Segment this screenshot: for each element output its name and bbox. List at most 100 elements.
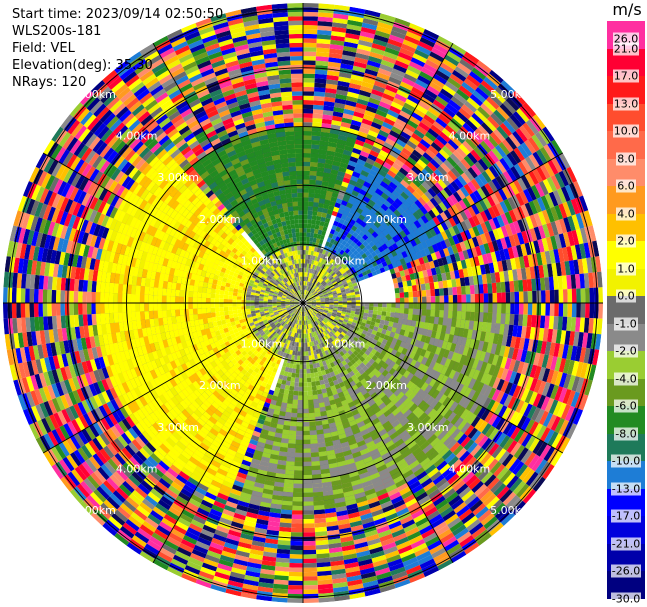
noise-gate xyxy=(529,326,536,340)
noise-gate xyxy=(506,168,517,182)
noise-gate xyxy=(500,225,509,238)
noise-gate xyxy=(279,522,292,528)
noise-gate xyxy=(321,118,332,125)
noise-gate xyxy=(450,180,461,192)
noise-gate xyxy=(396,507,410,517)
noise-gate xyxy=(377,105,390,114)
noise-gate xyxy=(500,356,508,369)
noise-gate xyxy=(447,473,460,485)
noise-gate xyxy=(246,566,261,574)
noise-gate xyxy=(589,303,595,319)
noise-gate xyxy=(248,553,263,561)
noise-gate xyxy=(408,169,419,179)
noise-gate xyxy=(384,47,400,56)
noise-gate xyxy=(303,518,315,524)
noise-gate xyxy=(408,136,420,146)
noise-gate xyxy=(460,220,469,232)
noise-gate xyxy=(523,291,528,303)
noise-gate xyxy=(488,150,500,163)
noise-gate xyxy=(337,518,350,526)
noise-gate xyxy=(554,234,562,249)
noise-gate xyxy=(508,383,518,397)
noise-gate xyxy=(360,122,371,131)
noise-gate xyxy=(530,407,541,422)
noise-gate xyxy=(570,245,578,261)
noise-gate xyxy=(593,287,599,303)
noise-gate xyxy=(401,43,417,54)
noise-gate xyxy=(525,156,537,171)
noise-gate xyxy=(592,349,600,366)
noise-gate xyxy=(421,528,436,539)
noise-gate xyxy=(476,406,487,419)
noise-gate xyxy=(515,463,528,478)
noise-gate xyxy=(7,287,13,303)
noise-gate xyxy=(506,439,518,454)
noise-gate xyxy=(419,36,436,48)
noise-gate xyxy=(445,103,459,115)
noise-gate xyxy=(596,318,603,335)
noise-gate xyxy=(346,95,358,103)
noise-gate xyxy=(547,159,559,175)
noise-gate xyxy=(496,238,504,251)
noise-gate xyxy=(544,277,550,291)
noise-gate xyxy=(554,172,565,189)
noise-gate xyxy=(477,173,489,186)
noise-gate xyxy=(588,272,594,288)
noise-gate xyxy=(430,296,436,303)
noise-gate xyxy=(303,104,314,110)
noise-gate xyxy=(267,525,280,532)
noise-gate xyxy=(392,499,406,509)
noise-gate xyxy=(443,295,449,303)
noise-gate xyxy=(466,267,473,277)
noise-gate xyxy=(470,444,482,457)
noise-gate xyxy=(412,53,428,64)
noise-gate xyxy=(499,469,513,484)
noise-gate xyxy=(409,153,420,163)
noise-gate xyxy=(451,244,459,254)
noise-gate xyxy=(511,245,519,259)
noise-gate xyxy=(332,17,348,25)
noise-gate xyxy=(385,113,398,123)
noise-gate xyxy=(548,191,559,207)
noise-gate xyxy=(433,281,440,290)
noise-gate xyxy=(415,470,428,481)
noise-gate xyxy=(443,209,453,220)
noise-gate xyxy=(461,104,475,117)
noise-gate xyxy=(222,508,235,517)
noise-gate xyxy=(303,523,315,528)
noise-gate xyxy=(497,188,508,201)
noise-gate xyxy=(458,251,465,261)
noise-gate xyxy=(543,144,556,160)
noise-gate xyxy=(412,542,428,553)
noise-gate xyxy=(567,303,573,318)
noise-gate xyxy=(347,579,363,587)
noise-gate xyxy=(373,517,387,526)
noise-gate xyxy=(347,91,359,99)
noise-gate xyxy=(508,222,517,235)
noise-gate xyxy=(507,269,514,282)
noise-gate xyxy=(275,561,290,568)
noise-gate xyxy=(468,477,481,490)
noise-gate xyxy=(553,248,561,263)
noise-gate xyxy=(379,584,396,593)
noise-gate xyxy=(523,188,533,203)
noise-gate xyxy=(291,523,303,528)
noise-gate xyxy=(411,509,425,520)
noise-gate xyxy=(410,538,426,549)
noise-gate xyxy=(441,256,448,266)
noise-gate xyxy=(461,489,475,502)
noise-gate xyxy=(493,483,507,497)
noise-gate xyxy=(418,184,428,194)
noise-gate xyxy=(583,242,591,259)
noise-gate xyxy=(512,325,518,337)
noise-gate xyxy=(491,178,502,191)
noise-gate xyxy=(360,26,377,35)
noise-gate xyxy=(519,105,533,120)
noise-gate xyxy=(331,115,343,122)
noise-gate xyxy=(397,281,404,288)
noise-gate xyxy=(511,347,519,361)
noise-gate xyxy=(508,458,521,473)
noise-gate xyxy=(466,441,478,454)
noise-gate xyxy=(441,466,454,478)
noise-gate xyxy=(247,507,259,515)
